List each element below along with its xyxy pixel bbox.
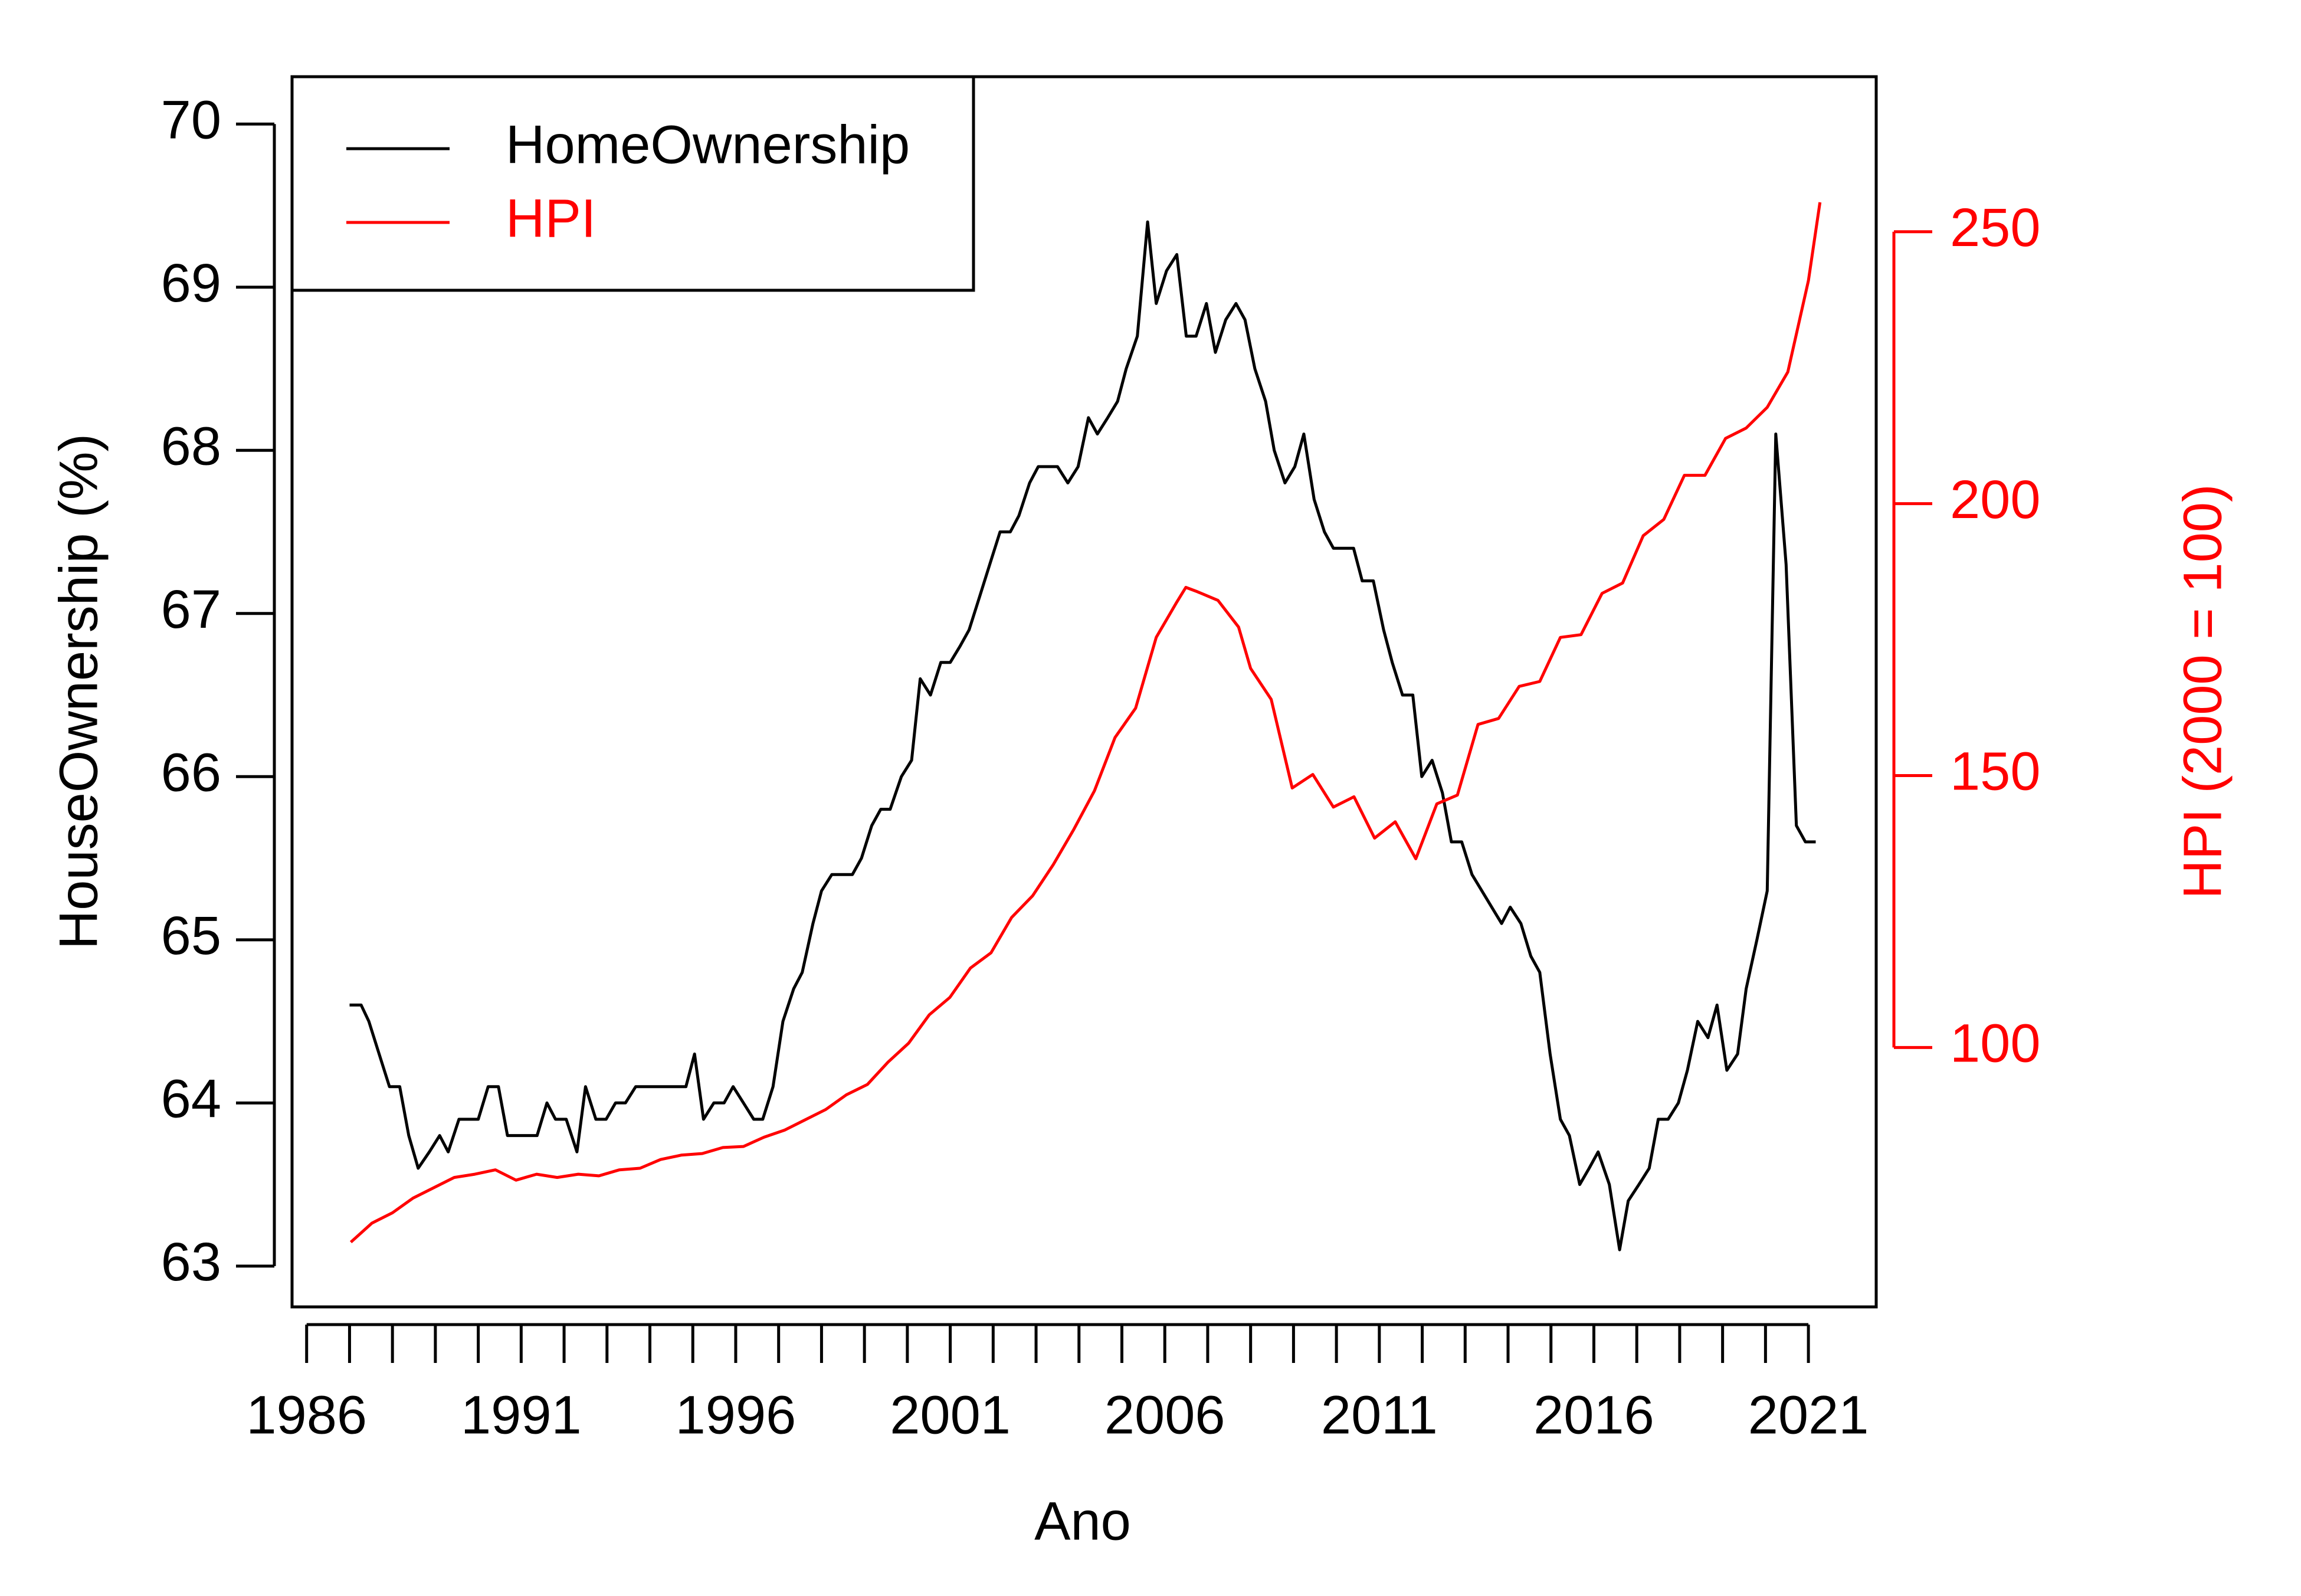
y-axis-label: HouseOwnership (%) bbox=[48, 434, 109, 949]
x-tick-label: 2016 bbox=[1533, 1385, 1654, 1445]
data-line bbox=[349, 220, 1816, 1251]
x-tick-label: 1991 bbox=[461, 1385, 582, 1445]
plot-frame bbox=[290, 75, 1878, 1309]
y2-tick-label: 150 bbox=[1950, 742, 2041, 802]
y2-tick-label: 250 bbox=[1950, 198, 2041, 258]
y2-tick-label: 200 bbox=[1950, 470, 2041, 530]
y-tick-label: 65 bbox=[161, 906, 221, 966]
y2-axis-label: HPI (2000 = 100) bbox=[2172, 484, 2233, 899]
y2-tick-label: 100 bbox=[1950, 1014, 2041, 1074]
y-tick-label: 69 bbox=[161, 253, 221, 313]
x-tick-label: 2011 bbox=[1321, 1385, 1438, 1445]
x-tick-label: 2006 bbox=[1104, 1385, 1225, 1445]
y-tick-label: 68 bbox=[161, 417, 221, 477]
legend-box bbox=[290, 75, 975, 292]
data-line bbox=[349, 202, 1822, 1244]
y-tick-label: 67 bbox=[161, 579, 221, 640]
y-tick-label: 70 bbox=[161, 90, 221, 150]
x-tick-label: 2001 bbox=[890, 1385, 1011, 1445]
x-tick-label: 2021 bbox=[1748, 1385, 1869, 1445]
x-axis-label: Ano bbox=[1034, 1491, 1131, 1551]
y-tick-label: 64 bbox=[161, 1069, 221, 1129]
x-tick-label: 1996 bbox=[676, 1385, 796, 1445]
legend-label: HPI bbox=[506, 188, 596, 248]
y-tick-label: 66 bbox=[161, 743, 221, 803]
x-tick-label: 1986 bbox=[246, 1385, 367, 1445]
y-tick-label: 63 bbox=[161, 1232, 221, 1292]
legend-label: HomeOwnership bbox=[506, 114, 910, 175]
